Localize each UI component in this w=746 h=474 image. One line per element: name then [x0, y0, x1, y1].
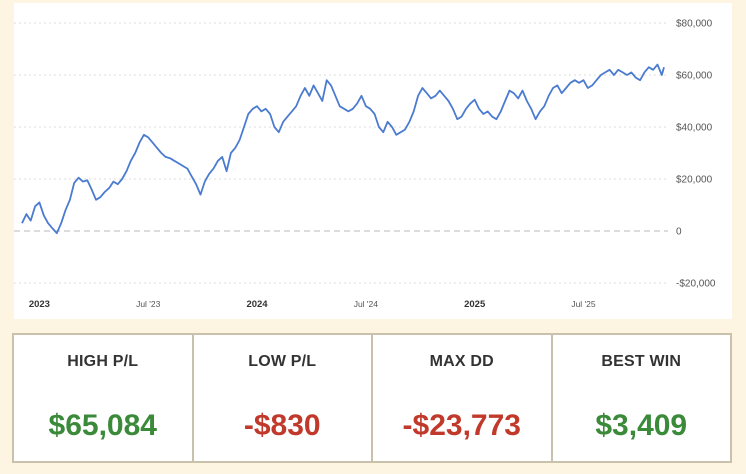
x-tick-label: 2025 [464, 299, 486, 310]
y-axis-ticks: $80,000 $60,000 $40,000 $20,000 0 -$20,000 [676, 19, 716, 290]
stat-label: MAX DD [429, 353, 494, 370]
x-axis-ticks: 2023 Jul '23 2024 Jul '24 2025 Jul '25 [29, 299, 596, 310]
y-tick-label: -$20,000 [676, 279, 716, 290]
y-tick-label: $20,000 [676, 175, 713, 186]
series-layer [21, 63, 665, 235]
chart-panel: $80,000 $60,000 $40,000 $20,000 0 -$20,000 20… [14, 3, 732, 319]
stat-low-pl: LOW P/L -$830 [194, 335, 373, 461]
stats-bar: HIGH P/L $65,084 LOW P/L -$830 MAX DD -$… [12, 333, 732, 463]
stat-high-pl: HIGH P/L $65,084 [14, 335, 194, 461]
grid-lines [14, 22, 668, 284]
stat-best-win: BEST WIN $3,409 [553, 335, 731, 461]
y-tick-label: $40,000 [676, 123, 713, 134]
x-tick-label: Jul '25 [571, 299, 596, 309]
y-tick-label: $60,000 [676, 71, 713, 82]
x-tick-label: 2024 [246, 299, 268, 310]
series-line [21, 63, 665, 235]
stat-label: BEST WIN [601, 353, 682, 370]
stat-value: -$830 [243, 409, 321, 442]
stat-label: LOW P/L [248, 353, 317, 370]
stat-value: -$23,773 [402, 409, 521, 442]
x-tick-label: 2023 [29, 299, 50, 310]
stat-value: $65,084 [48, 409, 157, 442]
y-tick-label: 0 [676, 227, 682, 238]
x-tick-label: Jul '24 [354, 299, 379, 309]
x-tick-label: Jul '23 [136, 299, 161, 309]
pl-line-chart: $80,000 $60,000 $40,000 $20,000 0 -$20,000 20… [14, 19, 716, 310]
stat-value: $3,409 [595, 409, 688, 442]
stat-max-dd: MAX DD -$23,773 [373, 335, 553, 461]
y-tick-label: $80,000 [676, 19, 713, 30]
stat-label: HIGH P/L [67, 353, 139, 370]
